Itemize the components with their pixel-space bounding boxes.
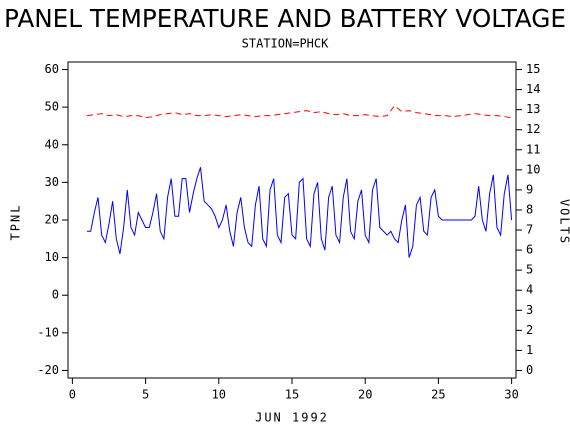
chart-subtitle: STATION=PHCK: [242, 37, 329, 51]
y2-tick-label: 14: [526, 82, 540, 96]
y2-tick-label: 0: [526, 363, 533, 377]
x-tick-label: 0: [69, 388, 76, 402]
y2-tick-label: 5: [526, 263, 533, 277]
y2-tick-label: 8: [526, 202, 533, 216]
y2-tick-label: 2: [526, 323, 533, 337]
chart-title: PANEL TEMPERATURE AND BATTERY VOLTAGE: [4, 4, 566, 33]
y2-tick-label: 15: [526, 62, 540, 76]
y2-tick-label: 9: [526, 182, 533, 196]
y2-tick-label: 4: [526, 283, 533, 297]
y-tick-label: 30: [45, 175, 59, 189]
y-tick-label: 0: [52, 288, 59, 302]
x-tick-label: 25: [431, 388, 445, 402]
y-tick-label: -20: [37, 363, 59, 377]
y-tick-label: 40: [45, 137, 59, 151]
y-tick-label: 10: [45, 250, 59, 264]
y2-tick-label: 10: [526, 162, 540, 176]
y-tick-label: -10: [37, 325, 59, 339]
y2-tick-label: 6: [526, 243, 533, 257]
y2-axis-label: VOLTS: [558, 199, 570, 245]
y2-tick-label: 11: [526, 142, 540, 156]
series-line: [87, 167, 513, 258]
x-axis-label: JUN 1992: [255, 411, 329, 425]
y2-tick-label: 12: [526, 122, 540, 136]
y2-tick-label: 7: [526, 223, 533, 237]
x-tick-label: 20: [358, 388, 372, 402]
x-tick-label: 5: [142, 388, 149, 402]
y-tick-label: 60: [45, 62, 59, 76]
x-tick-label: 15: [285, 388, 299, 402]
y2-tick-label: 3: [526, 303, 533, 317]
x-tick-label: 10: [212, 388, 226, 402]
x-tick-label: 30: [504, 388, 518, 402]
series-line: [86, 104, 512, 119]
y-axis-label: TPNL: [9, 204, 23, 241]
y2-tick-label: 13: [526, 102, 540, 116]
y-tick-label: 20: [45, 213, 59, 227]
y2-tick-label: 1: [526, 343, 533, 357]
y-tick-label: 50: [45, 100, 59, 114]
